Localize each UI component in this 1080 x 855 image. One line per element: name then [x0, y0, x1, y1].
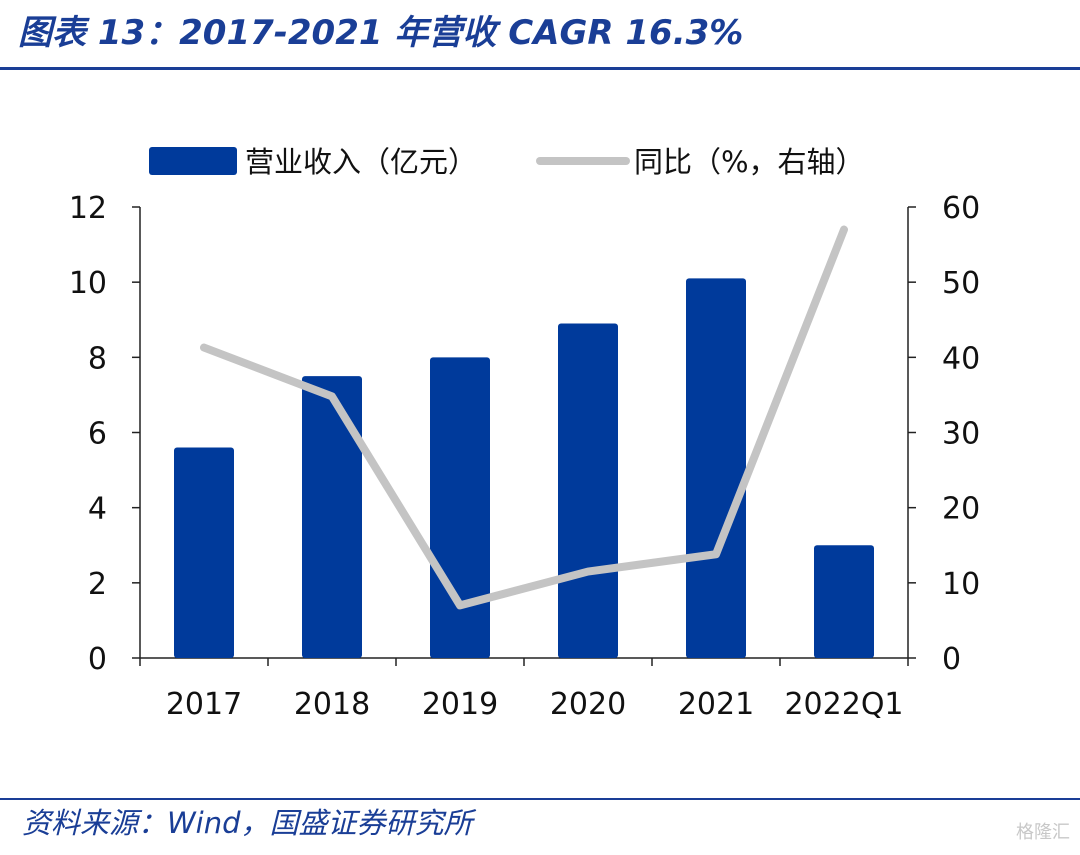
legend-bar-label: 营业收入（亿元） — [245, 145, 477, 179]
left-axis-tick-label: 2 — [88, 567, 107, 602]
x-axis-tick-label: 2018 — [294, 687, 370, 722]
legend-line-label: 同比（%，右轴） — [634, 145, 865, 179]
bar — [430, 357, 490, 658]
x-axis-tick-label: 2019 — [422, 687, 498, 722]
bar — [302, 376, 362, 658]
line-point — [843, 229, 845, 231]
source-note: 资料来源：Wind，国盛证券研究所 — [22, 806, 473, 840]
source-divider — [0, 798, 1080, 800]
bar — [686, 278, 746, 658]
right-axis-tick-label: 50 — [942, 266, 980, 301]
left-axis-tick-label: 12 — [69, 191, 107, 226]
left-axis-tick-label: 10 — [69, 266, 107, 301]
bar — [558, 323, 618, 658]
line-series — [200, 225, 848, 610]
bar — [174, 447, 234, 658]
x-axis-tick-label: 2021 — [678, 687, 754, 722]
line-point — [715, 553, 717, 555]
title-divider — [0, 67, 1080, 70]
left-axis-tick-label: 6 — [88, 417, 107, 452]
legend-bar-swatch — [149, 147, 237, 175]
line-point — [331, 395, 333, 397]
x-axis-tick-label: 2022Q1 — [784, 687, 903, 722]
axes: 0 2 4 6 8 10 12 0 10 20 30 40 50 60 — [69, 191, 980, 677]
x-axis-labels: 2017 2018 2019 2020 2021 2022Q1 — [166, 687, 904, 722]
legend: 营业收入（亿元） 同比（%，右轴） — [149, 145, 865, 179]
line-point — [459, 604, 461, 606]
right-axis-tick-label: 40 — [942, 341, 980, 376]
right-axis-tick-label: 10 — [942, 567, 980, 602]
left-axis-tick-label: 4 — [88, 492, 107, 527]
yoy-line — [200, 225, 848, 610]
right-axis-tick-label: 30 — [942, 417, 980, 452]
bar-series — [174, 278, 874, 658]
right-axis-tick-label: 0 — [942, 642, 961, 677]
x-axis-tick-label: 2020 — [550, 687, 626, 722]
line-point — [203, 347, 205, 349]
line-point — [587, 571, 589, 573]
x-axis-tick-label: 2017 — [166, 687, 242, 722]
left-axis-tick-label: 8 — [88, 341, 107, 376]
chart-title: 图表 13：2017-2021 年营收 CAGR 16.3% — [18, 13, 744, 53]
bar — [814, 545, 874, 658]
left-axis-tick-label: 0 — [88, 642, 107, 677]
right-axis-tick-label: 60 — [942, 191, 980, 226]
right-axis-tick-label: 20 — [942, 492, 980, 527]
watermark: 格隆汇 — [1016, 822, 1070, 843]
